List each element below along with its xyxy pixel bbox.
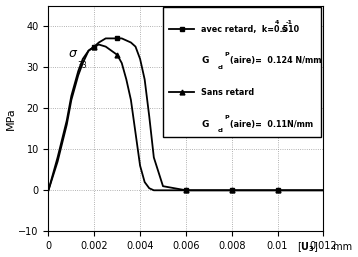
Text: G: G — [201, 56, 208, 65]
Text: s: s — [279, 25, 287, 34]
Text: avec retard,  k=0.510: avec retard, k=0.510 — [201, 25, 299, 34]
Text: cl: cl — [218, 65, 223, 70]
Text: cl: cl — [218, 128, 223, 133]
Bar — [163, 7, 321, 136]
Text: Sans retard: Sans retard — [201, 88, 254, 97]
Text: P: P — [224, 52, 229, 57]
Text: mm: mm — [330, 242, 352, 252]
Text: P: P — [224, 115, 229, 120]
Text: (aire)=  0.11N/mm: (aire)= 0.11N/mm — [230, 120, 313, 128]
Text: -1: -1 — [286, 21, 293, 25]
Y-axis label: MPa: MPa — [6, 107, 15, 130]
Text: 33: 33 — [78, 61, 87, 70]
Text: G: G — [201, 120, 208, 128]
Text: $\sigma$: $\sigma$ — [68, 47, 78, 60]
Text: 4: 4 — [275, 21, 279, 25]
Text: (aire)=  0.124 N/mm: (aire)= 0.124 N/mm — [230, 56, 321, 65]
Text: $[\mathbf{U}_\mathbf{3}]$: $[\mathbf{U}_\mathbf{3}]$ — [297, 240, 319, 254]
